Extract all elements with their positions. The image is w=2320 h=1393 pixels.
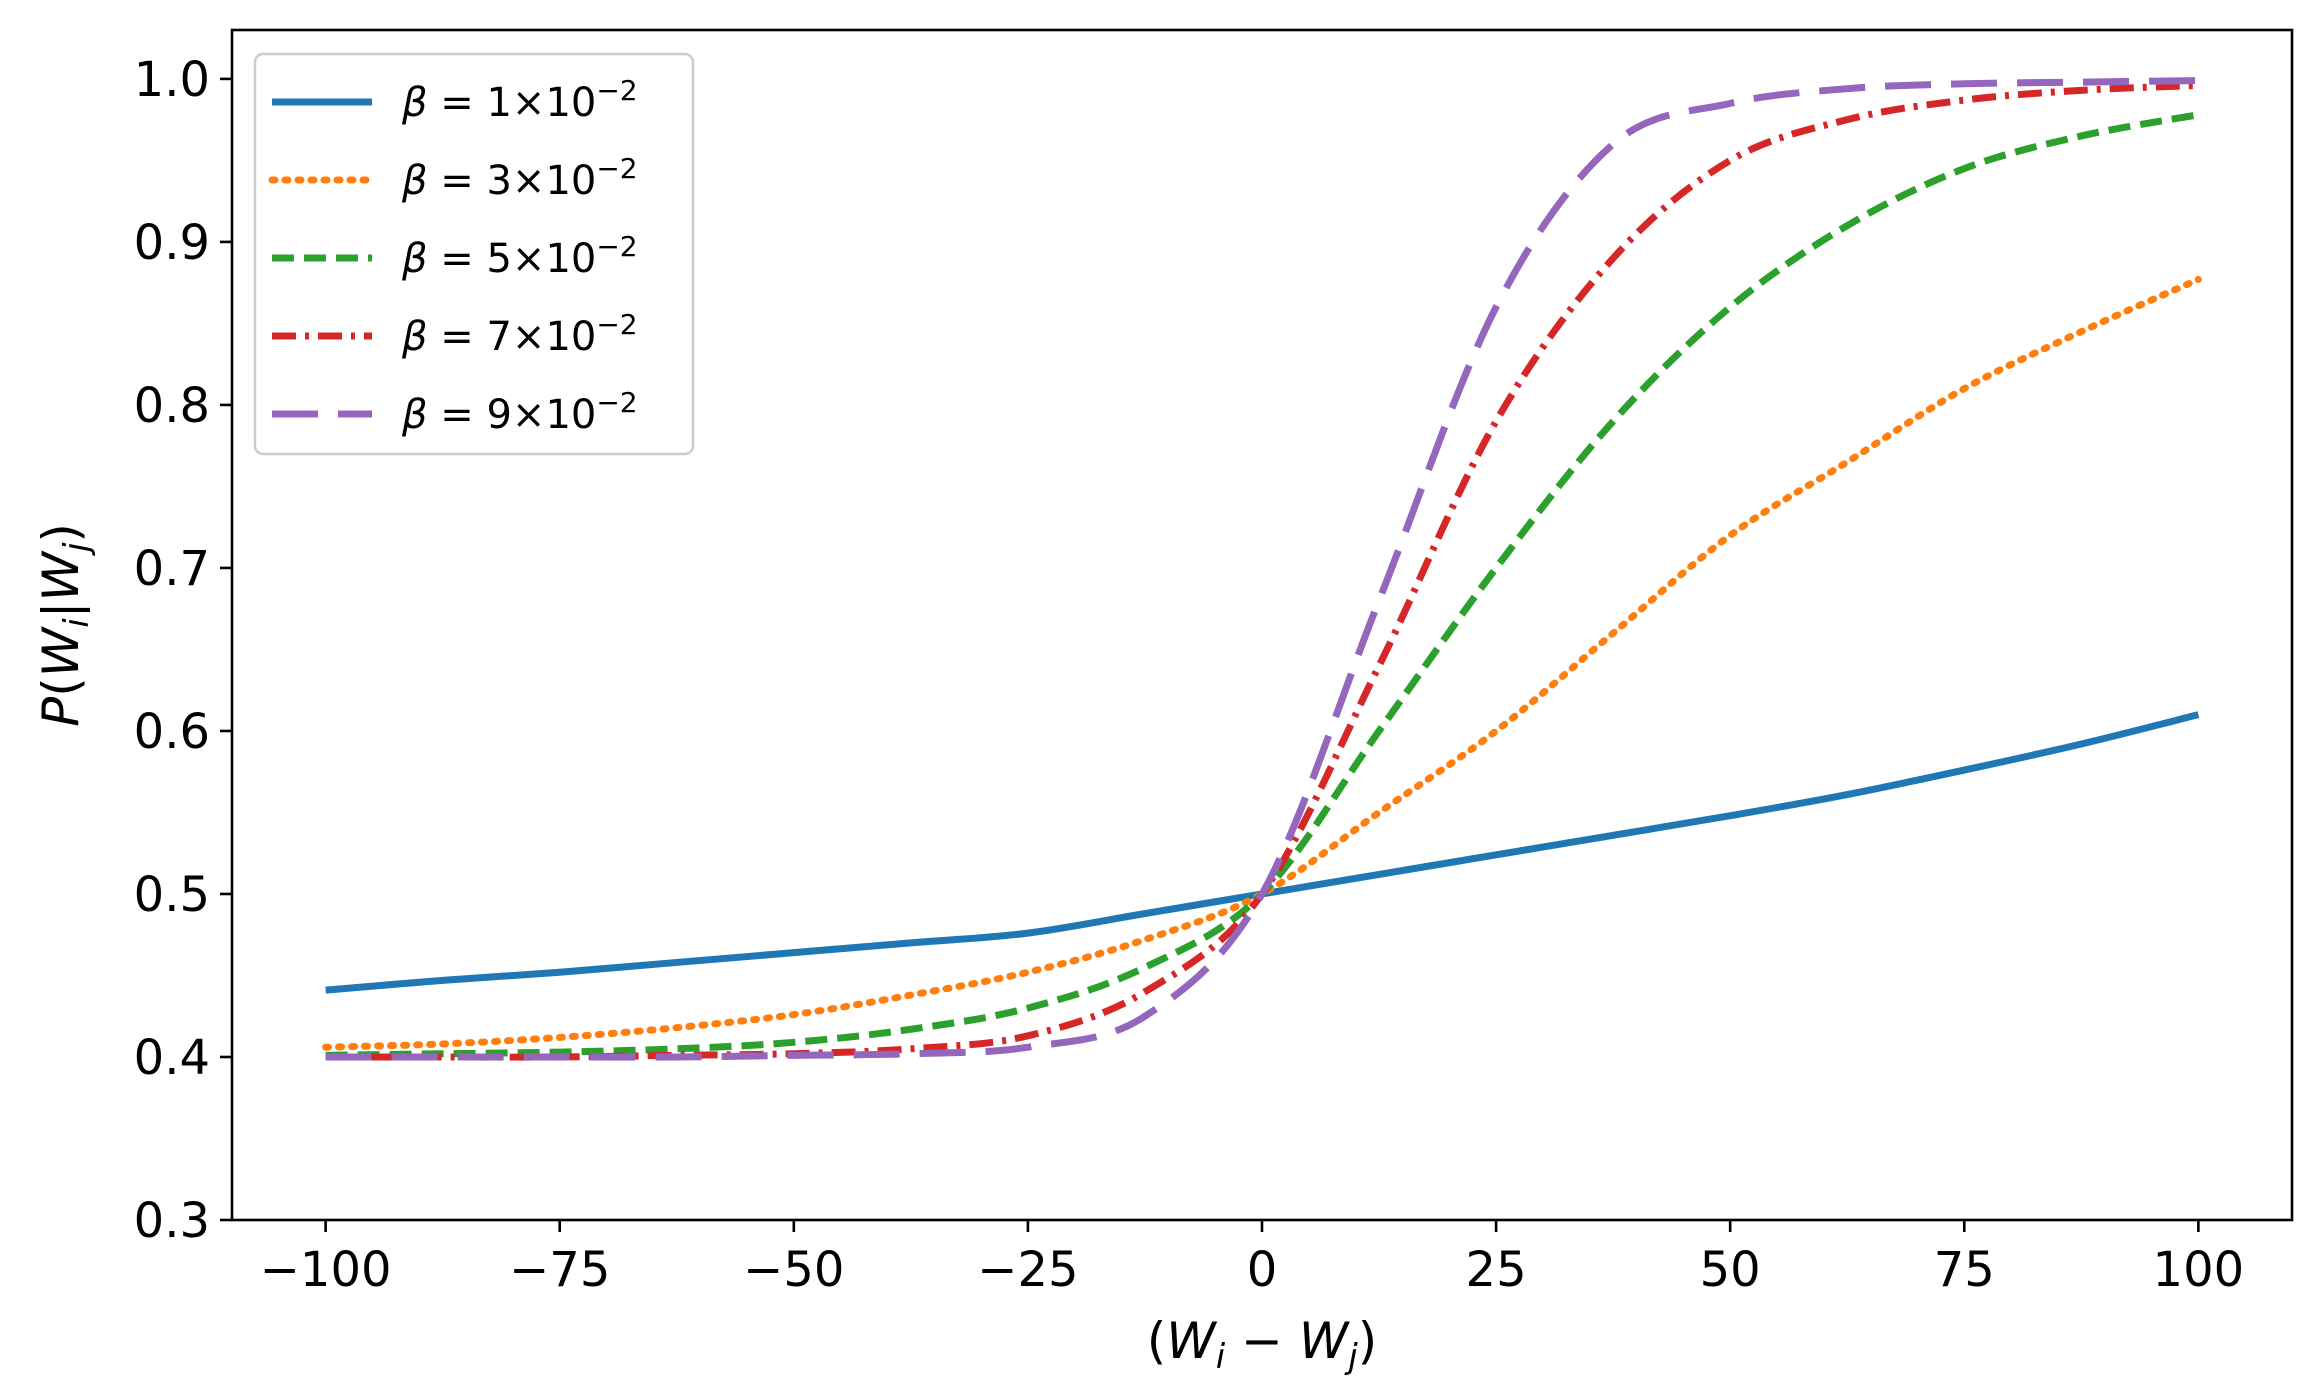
ticks-layer: −100 −75 −50 −25 0 25 50 75 100 0.3 0.4 0.5 0.6 0.7 0.… [134, 52, 2245, 1298]
y-tick-label: 0.9 [134, 215, 210, 271]
y-axis-label: P(Wi|Wj) [32, 523, 97, 727]
x-tick-label: 75 [1934, 1242, 1995, 1298]
legend-label-beta-5: β = 5×10−2 [401, 230, 638, 282]
x-tick-label: −75 [509, 1242, 610, 1298]
legend: β = 1×10−2 β = 3×10−2 β = 5×10−2 β = 7×10−2… [253, 52, 695, 456]
x-tick-label: −25 [977, 1242, 1078, 1298]
y-tick-label: 0.8 [134, 378, 210, 434]
legend-label-beta-9: β = 9×10−2 [401, 386, 638, 438]
x-tick-label: 100 [2153, 1242, 2245, 1298]
x-tick-label: 50 [1700, 1242, 1761, 1298]
series-line-beta-9 [325, 77, 2199, 1061]
y-tick-label: 0.7 [134, 541, 210, 597]
y-tick-label: 1.0 [134, 52, 210, 108]
y-tick-label: 0.6 [134, 704, 210, 760]
x-tick-label: 0 [1247, 1242, 1278, 1298]
x-tick-label: 25 [1466, 1242, 1527, 1298]
y-tick-label: 0.5 [134, 867, 210, 923]
y-tick-label: 0.3 [134, 1193, 210, 1249]
series-line-beta-3 [322, 275, 2202, 1051]
legend-label-beta-3: β = 3×10−2 [401, 152, 638, 204]
x-tick-label: −100 [260, 1242, 392, 1298]
legend-label-beta-1: β = 1×10−2 [401, 74, 638, 126]
series-layer [322, 77, 2202, 1061]
x-axis-label: (Wi − Wj) [1147, 1312, 1378, 1377]
series-line-beta-7 [325, 81, 2199, 1061]
legend-label-beta-7: β = 7×10−2 [401, 308, 638, 360]
series-line-beta-5 [325, 111, 2199, 1059]
legend-box [253, 52, 695, 456]
x-tick-label: −50 [743, 1242, 844, 1298]
y-tick-label: 0.4 [134, 1030, 210, 1086]
legend-entries: β = 1×10−2 β = 3×10−2 β = 5×10−2 β = 7×10−2… [268, 74, 638, 438]
